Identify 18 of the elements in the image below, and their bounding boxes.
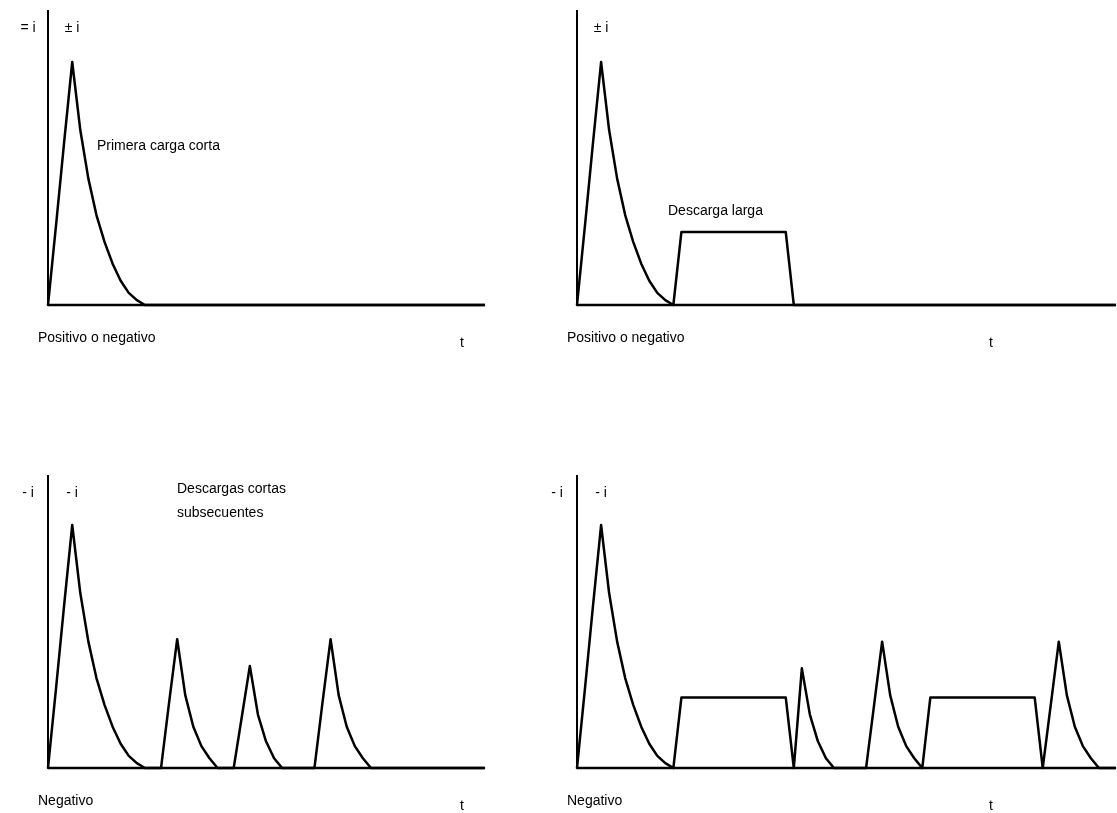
y-axis-title: = i (20, 19, 36, 35)
text: Positivo o negativo (567, 329, 685, 345)
x-axis-title: t (460, 334, 465, 350)
text: ± i (593, 19, 609, 35)
x-axis-title: t (989, 334, 994, 350)
annotation: Descarga larga (668, 202, 764, 218)
x-axis-title: t (460, 797, 465, 813)
y-axis-title: - i (22, 484, 34, 500)
text: - i (66, 484, 78, 500)
text: Negativo (38, 792, 94, 808)
text: ± i (64, 19, 80, 35)
text: Negativo (567, 792, 623, 808)
y-axis-title: - i (551, 484, 563, 500)
x-axis-title: t (989, 797, 994, 813)
annotation: Primera carga corta (97, 137, 221, 153)
text: - i (595, 484, 607, 500)
text: Positivo o negativo (38, 329, 156, 345)
text: Descargas cortas subsecuentes (177, 480, 286, 520)
